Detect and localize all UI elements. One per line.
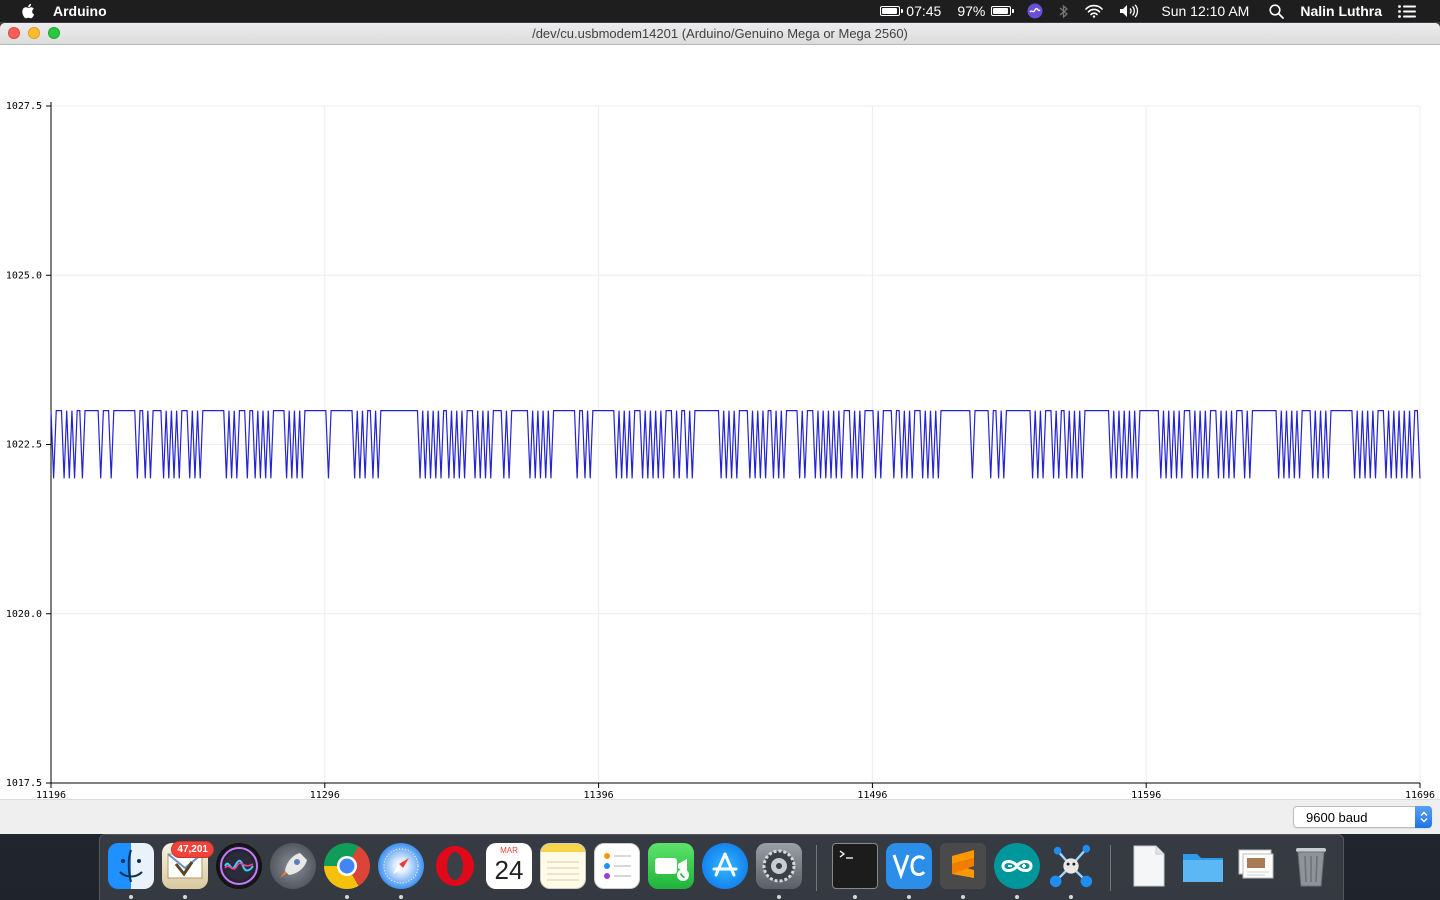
apple-menu-icon[interactable] bbox=[18, 1, 38, 21]
reminders-icon[interactable] bbox=[594, 843, 640, 889]
terminal-icon[interactable] bbox=[832, 843, 878, 889]
zoom-window-button[interactable] bbox=[48, 27, 60, 39]
window-title: /dev/cu.usbmodem14201 (Arduino/Genuino M… bbox=[532, 26, 908, 41]
battery-icon bbox=[880, 6, 904, 16]
facetime-icon[interactable] bbox=[648, 843, 694, 889]
dock-separator bbox=[816, 845, 817, 891]
preview-icon[interactable] bbox=[1234, 843, 1280, 889]
dock-separator-2 bbox=[1110, 845, 1111, 891]
select-stepper-icon bbox=[1415, 806, 1432, 828]
folder-icon[interactable] bbox=[1180, 843, 1226, 889]
y-tick-label: 1027.5 bbox=[6, 101, 42, 112]
network-app-icon[interactable] bbox=[1048, 843, 1094, 889]
battery-percent-status[interactable]: 97% bbox=[949, 0, 1019, 22]
menu-bar: Arduino 07:45 97% Sun 12:10 AM Nalin Lut… bbox=[0, 0, 1440, 22]
serial-plot-area: 11196 11296 11396 11496 11596 11696 1027.5 1025… bbox=[0, 46, 1440, 799]
mail-unread-badge: 47,201 bbox=[171, 841, 214, 858]
battery-charge-icon bbox=[991, 6, 1015, 16]
serial-plotter-window: /dev/cu.usbmodem14201 (Arduino/Genuino M… bbox=[0, 23, 1440, 834]
battery-time-status[interactable]: 07:45 bbox=[872, 0, 949, 22]
close-window-button[interactable] bbox=[8, 27, 20, 39]
siri-icon[interactable] bbox=[216, 843, 262, 889]
clock[interactable]: Sun 12:10 AM bbox=[1161, 3, 1250, 19]
baud-rate-value: 9600 baud bbox=[1306, 809, 1368, 825]
baud-rate-select[interactable]: 9600 baud bbox=[1293, 806, 1432, 828]
battery-percent-label: 97% bbox=[957, 3, 986, 19]
y-tick-label: 1017.5 bbox=[6, 778, 42, 789]
vscode-icon[interactable] bbox=[886, 843, 932, 889]
siri-menu-icon[interactable] bbox=[1019, 0, 1051, 22]
safari-running-indicator bbox=[399, 895, 403, 899]
y-tick-label: 1020.0 bbox=[6, 609, 42, 620]
sublime-running-indicator bbox=[961, 895, 965, 899]
plotter-bottom-bar: 9600 baud bbox=[0, 799, 1440, 834]
notes-icon[interactable] bbox=[540, 843, 586, 889]
notification-center-icon[interactable] bbox=[1390, 0, 1440, 22]
mail-running-indicator bbox=[183, 895, 187, 899]
calendar-month: MAR bbox=[500, 846, 518, 855]
x-tick-label: 11596 bbox=[1131, 790, 1161, 799]
app-store-icon[interactable] bbox=[702, 843, 748, 889]
wifi-icon[interactable] bbox=[1077, 0, 1111, 22]
app-menu-name[interactable]: Arduino bbox=[53, 3, 107, 19]
y-tick-label: 1022.5 bbox=[6, 440, 42, 451]
volume-icon[interactable] bbox=[1111, 0, 1149, 22]
dock: 47,201 MAR 24 bbox=[99, 834, 1344, 900]
terminal-running-indicator bbox=[853, 895, 857, 899]
window-titlebar[interactable]: /dev/cu.usbmodem14201 (Arduino/Genuino M… bbox=[0, 23, 1440, 45]
network-app-running-indicator bbox=[1069, 895, 1073, 899]
calendar-icon[interactable]: MAR 24 bbox=[486, 843, 532, 889]
x-tick-label: 11496 bbox=[857, 790, 887, 799]
series-line-0 bbox=[50, 410, 1421, 479]
chrome-icon[interactable] bbox=[324, 843, 370, 889]
arduino-running-indicator bbox=[1015, 895, 1019, 899]
finder-icon[interactable] bbox=[108, 843, 154, 889]
launchpad-icon[interactable] bbox=[270, 843, 316, 889]
vscode-running-indicator bbox=[907, 895, 911, 899]
chrome-running-indicator bbox=[345, 895, 349, 899]
arduino-icon[interactable] bbox=[994, 843, 1040, 889]
document-icon[interactable] bbox=[1126, 843, 1172, 889]
x-tick-label: 11696 bbox=[1405, 790, 1435, 799]
opera-icon[interactable] bbox=[432, 843, 478, 889]
minimize-window-button[interactable] bbox=[28, 27, 40, 39]
mail-icon[interactable]: 47,201 bbox=[162, 841, 214, 889]
system-preferences-running-indicator bbox=[777, 895, 781, 899]
bluetooth-icon[interactable] bbox=[1051, 0, 1077, 22]
system-preferences-icon[interactable] bbox=[756, 843, 802, 889]
x-tick-label: 11396 bbox=[584, 790, 614, 799]
x-tick-label: 11296 bbox=[310, 790, 340, 799]
battery-time-label: 07:45 bbox=[906, 3, 942, 19]
finder-running-indicator bbox=[129, 895, 133, 899]
safari-icon[interactable] bbox=[378, 843, 424, 889]
user-menu[interactable]: Nalin Luthra bbox=[1300, 3, 1382, 19]
spotlight-search-icon[interactable] bbox=[1261, 0, 1292, 22]
trash-icon[interactable] bbox=[1288, 843, 1334, 889]
sublime-text-icon[interactable] bbox=[940, 843, 986, 889]
window-controls bbox=[8, 27, 60, 39]
serial-plot-chart: 11196 11296 11396 11496 11596 11696 1027.5 1025… bbox=[6, 101, 1435, 799]
calendar-day: 24 bbox=[494, 855, 524, 885]
x-tick-label: 11196 bbox=[36, 790, 66, 799]
y-tick-label: 1025.0 bbox=[6, 270, 42, 281]
